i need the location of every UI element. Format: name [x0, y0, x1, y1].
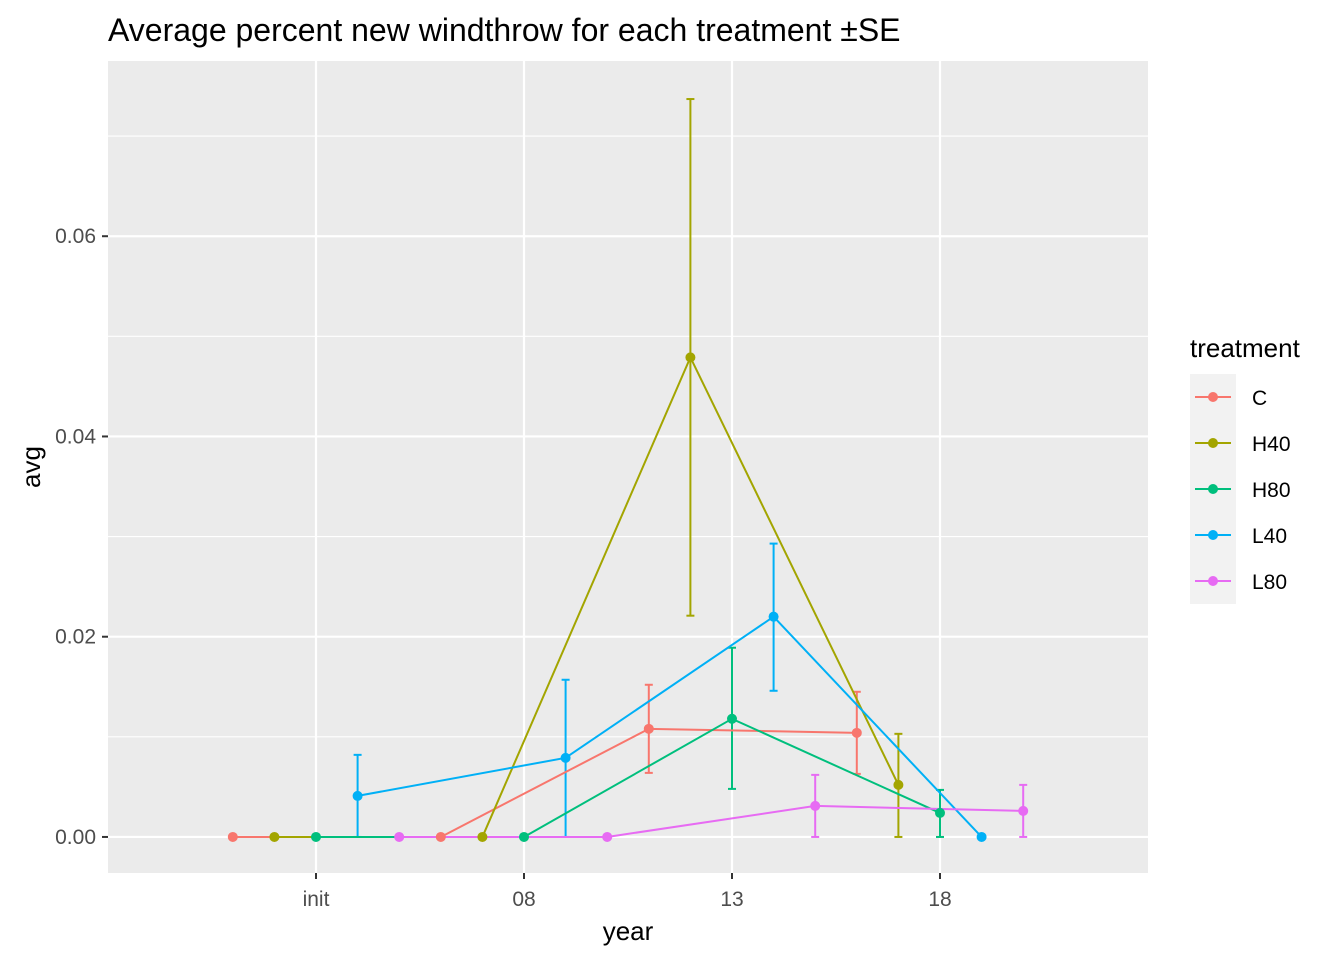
point-H80: [519, 831, 529, 842]
point-H40: [477, 831, 488, 842]
point-C: [851, 727, 862, 738]
point-H80: [727, 713, 737, 724]
series-line-L80: [399, 804, 1024, 838]
point-L80: [602, 831, 613, 842]
point-L40: [352, 790, 363, 801]
legend-point-H40: [1208, 438, 1218, 448]
y-tick-label: 0.02: [55, 626, 96, 649]
point-L40: [560, 752, 571, 763]
point-C: [643, 723, 654, 734]
legend: treatment C H40 H80 L40 L80: [1190, 333, 1301, 604]
x-tick-label: 13: [720, 888, 743, 911]
point-L40: [976, 831, 987, 842]
y-tick-label: 0.04: [55, 425, 96, 448]
series-line-L40: [357, 615, 983, 838]
y-tick-label: 0.06: [55, 225, 96, 248]
series-lines: [232, 354, 1024, 838]
legend-label-H80: H80: [1252, 479, 1291, 502]
x-tick-label: 08: [512, 888, 535, 911]
point-C: [227, 831, 238, 842]
point-H80: [311, 831, 321, 842]
point-H40: [893, 779, 904, 790]
point-H80: [935, 807, 945, 818]
chart-title: Average percent new windthrow for each t…: [108, 12, 901, 48]
legend-point-C: [1208, 392, 1218, 402]
legend-point-H80: [1208, 484, 1218, 494]
x-axis: init 08 13 18: [303, 873, 952, 911]
y-axis: 0.00 0.02 0.04 0.06: [55, 225, 108, 849]
legend-point-L80: [1208, 576, 1218, 586]
point-L80: [1018, 805, 1029, 816]
plot-panel: [108, 61, 1148, 873]
point-L80: [810, 800, 821, 811]
legend-label-H40: H40: [1252, 433, 1291, 456]
legend-label-L80: L80: [1252, 571, 1287, 594]
point-H40: [685, 352, 696, 363]
grid-minor: [108, 135, 1148, 738]
point-L40: [768, 611, 779, 622]
point-L80: [394, 831, 405, 842]
legend-label-C: C: [1252, 387, 1267, 410]
legend-point-L40: [1208, 530, 1218, 540]
x-axis-title: year: [603, 916, 654, 946]
data-points: [227, 352, 1029, 842]
legend-label-L40: L40: [1252, 525, 1287, 548]
legend-title: treatment: [1190, 333, 1301, 363]
point-H40: [269, 831, 280, 842]
x-tick-label: 18: [928, 888, 951, 911]
y-tick-label: 0.00: [55, 826, 96, 849]
x-tick-label: init: [303, 888, 330, 911]
point-C: [435, 831, 446, 842]
y-axis-title: avg: [16, 446, 46, 488]
